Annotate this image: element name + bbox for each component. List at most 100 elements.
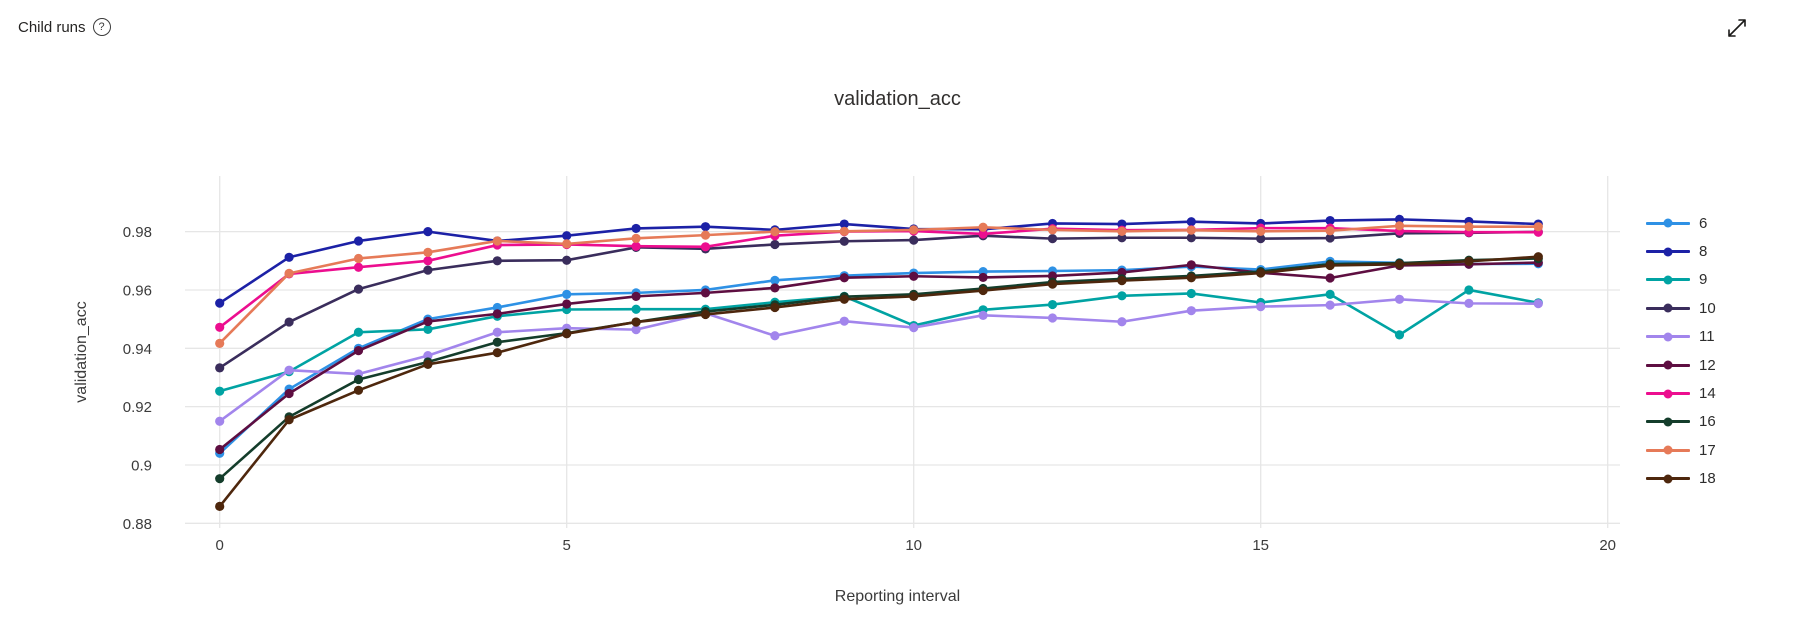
data-point[interactable] [909, 291, 919, 301]
data-point[interactable] [839, 316, 849, 326]
data-point[interactable] [215, 298, 225, 308]
data-point[interactable] [215, 322, 225, 332]
data-point[interactable] [909, 322, 919, 333]
data-point[interactable] [1464, 285, 1474, 295]
data-point[interactable] [1256, 301, 1266, 312]
data-point[interactable] [1325, 233, 1335, 243]
data-point[interactable] [1464, 298, 1474, 308]
legend-item-17[interactable]: 17 [1646, 436, 1716, 464]
data-point[interactable] [353, 374, 364, 385]
data-point[interactable] [215, 444, 225, 455]
data-point[interactable] [1117, 226, 1127, 236]
data-point[interactable] [562, 299, 572, 309]
data-point[interactable] [770, 227, 780, 237]
data-point[interactable] [1117, 276, 1127, 286]
data-point[interactable] [978, 229, 988, 239]
data-point[interactable] [353, 327, 364, 337]
data-point[interactable] [215, 501, 225, 511]
data-point[interactable] [909, 235, 919, 245]
data-point[interactable] [1117, 317, 1127, 327]
data-point[interactable] [492, 236, 502, 246]
data-point[interactable] [284, 268, 294, 278]
data-point[interactable] [700, 230, 711, 240]
data-point[interactable] [284, 252, 294, 262]
data-point[interactable] [700, 288, 711, 298]
data-point[interactable] [770, 275, 780, 285]
data-point[interactable] [978, 310, 988, 320]
legend-item-12[interactable]: 12 [1646, 351, 1716, 379]
data-point[interactable] [353, 236, 364, 246]
data-point[interactable] [562, 255, 572, 265]
data-point[interactable] [492, 302, 502, 313]
data-point[interactable] [1186, 225, 1196, 235]
legend-item-14[interactable]: 14 [1646, 379, 1716, 407]
data-point[interactable] [1186, 273, 1196, 283]
data-point[interactable] [215, 416, 225, 426]
data-point[interactable] [284, 415, 294, 425]
data-point[interactable] [770, 302, 780, 313]
data-point[interactable] [1186, 233, 1196, 243]
data-point[interactable] [1325, 226, 1335, 236]
data-point[interactable] [423, 316, 433, 327]
data-point[interactable] [700, 242, 711, 252]
data-point[interactable] [492, 256, 502, 266]
data-point[interactable] [1325, 260, 1335, 271]
data-point[interactable] [215, 474, 225, 484]
data-point[interactable] [631, 325, 641, 335]
data-point[interactable] [284, 365, 294, 375]
legend-item-16[interactable]: 16 [1646, 408, 1716, 436]
data-point[interactable] [1533, 222, 1543, 232]
data-point[interactable] [909, 225, 919, 235]
data-point[interactable] [1394, 214, 1405, 224]
data-point[interactable] [978, 285, 988, 296]
data-point[interactable] [284, 317, 294, 327]
data-point[interactable] [353, 253, 364, 264]
data-point[interactable] [562, 239, 572, 249]
data-point[interactable] [631, 223, 641, 234]
data-point[interactable] [631, 233, 641, 243]
data-point[interactable] [839, 294, 849, 304]
data-point[interactable] [353, 284, 364, 294]
data-point[interactable] [492, 337, 502, 347]
data-point[interactable] [631, 317, 641, 327]
data-point[interactable] [839, 273, 849, 283]
data-point[interactable] [1117, 267, 1127, 278]
legend-item-10[interactable]: 10 [1646, 294, 1716, 322]
data-point[interactable] [492, 348, 502, 358]
data-point[interactable] [1533, 299, 1543, 309]
data-point[interactable] [909, 271, 919, 281]
data-point[interactable] [423, 247, 433, 257]
data-point[interactable] [1325, 289, 1335, 299]
data-point[interactable] [1117, 233, 1127, 243]
data-point[interactable] [492, 327, 502, 337]
data-point[interactable] [1394, 259, 1405, 269]
expand-icon[interactable] [1725, 16, 1749, 40]
data-point[interactable] [1047, 225, 1058, 235]
legend-item-8[interactable]: 8 [1646, 237, 1716, 265]
help-icon[interactable]: ? [92, 18, 111, 36]
data-point[interactable] [770, 239, 780, 250]
data-point[interactable] [1533, 252, 1543, 262]
data-point[interactable] [423, 350, 433, 361]
data-point[interactable] [700, 222, 711, 232]
data-point[interactable] [1047, 299, 1058, 310]
data-point[interactable] [423, 265, 433, 275]
legend-item-6[interactable]: 6 [1646, 209, 1716, 237]
data-point[interactable] [215, 386, 225, 396]
data-point[interactable] [1047, 279, 1058, 289]
data-point[interactable] [839, 219, 849, 229]
data-point[interactable] [215, 363, 225, 373]
legend-item-18[interactable]: 18 [1646, 465, 1716, 493]
data-point[interactable] [353, 262, 364, 272]
data-point[interactable] [562, 231, 572, 241]
data-point[interactable] [1186, 288, 1196, 299]
data-point[interactable] [353, 346, 364, 356]
data-point[interactable] [978, 222, 988, 232]
data-point[interactable] [1325, 215, 1335, 226]
data-point[interactable] [631, 291, 641, 301]
data-point[interactable] [562, 289, 572, 299]
legend-item-9[interactable]: 9 [1646, 266, 1716, 294]
legend-item-11[interactable]: 11 [1646, 323, 1716, 351]
data-point[interactable] [1394, 330, 1405, 340]
